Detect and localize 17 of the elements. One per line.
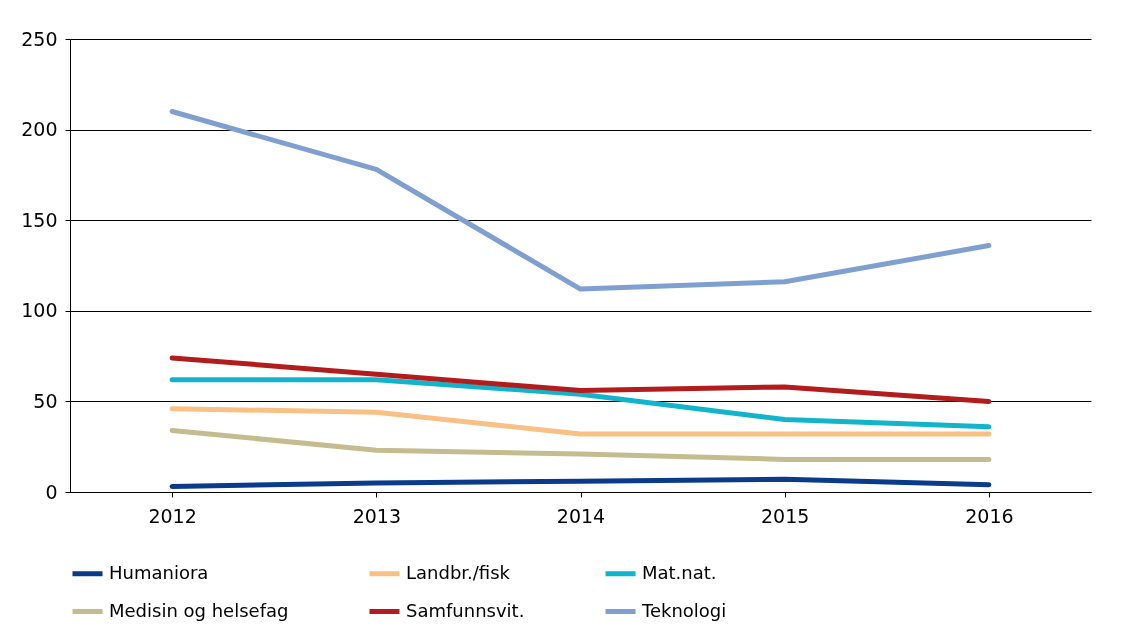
- legend-label: Landbr./fisk: [406, 561, 511, 583]
- legend-label: Mat.nat.: [642, 561, 717, 583]
- legend-label: Medisin og helsefag: [109, 599, 289, 621]
- y-tick-label: 250: [21, 27, 58, 50]
- y-tick-label: 100: [21, 299, 58, 322]
- x-tick-label: 2012: [148, 504, 197, 527]
- y-tick-label: 200: [21, 118, 58, 141]
- legend-label: Samfunnsvit.: [406, 599, 525, 621]
- legend-label: Teknologi: [641, 599, 727, 621]
- y-tick-label: 0: [45, 480, 58, 503]
- x-tick-label: 2015: [761, 504, 810, 527]
- y-tick-label: 150: [21, 208, 58, 231]
- y-tick-label: 50: [33, 389, 58, 412]
- x-tick-label: 2013: [352, 504, 401, 527]
- x-tick-label: 2016: [965, 504, 1014, 527]
- x-tick-label: 2014: [556, 504, 606, 527]
- legend-label: Humaniora: [109, 561, 209, 583]
